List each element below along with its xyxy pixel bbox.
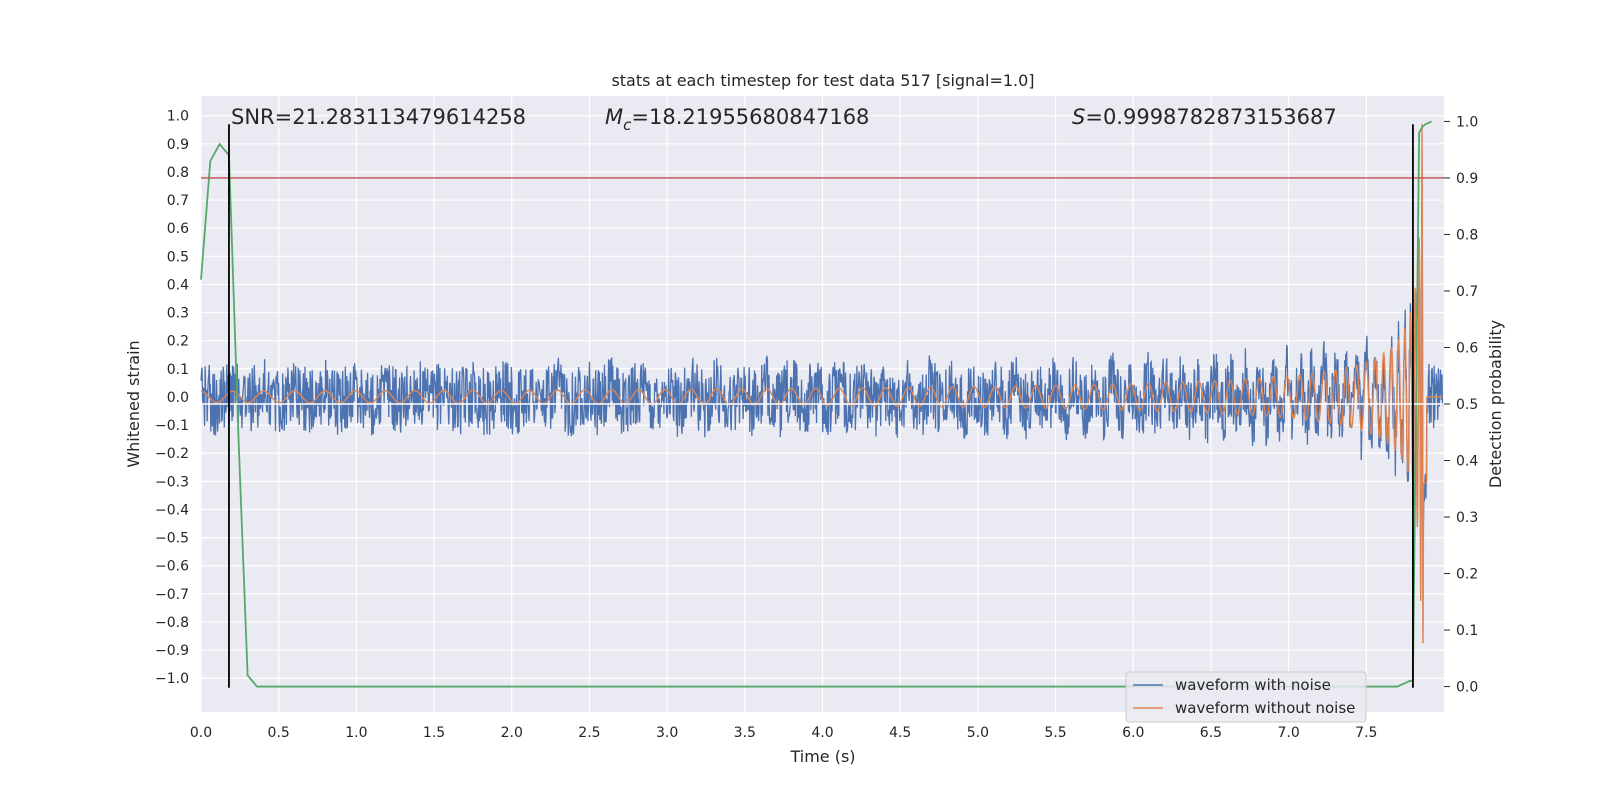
chirp-mass-subscript: c <box>623 116 632 134</box>
series-layer <box>200 120 1444 688</box>
chirp-mass-symbol: M <box>605 105 623 129</box>
y-tick-label: 0.9 <box>167 137 189 153</box>
y2-tick-label: 0.8 <box>1456 227 1478 243</box>
y-tick-label: −0.9 <box>155 643 189 659</box>
x-tick-label: 0.5 <box>268 725 290 741</box>
y-tick-label: −0.8 <box>155 615 189 631</box>
y-tick-label: −0.4 <box>155 502 189 518</box>
y2-tick-labels: 1.0 0.9 0.8 0.7 0.6 0.5 0.4 0.3 0.2 0.1 0.0 <box>1444 114 1478 696</box>
x-tick-label: 7.5 <box>1355 725 1377 741</box>
y2-axis-label: Detection probability <box>1486 320 1505 488</box>
x-tick-label: 2.5 <box>578 725 600 741</box>
y-tick-label: −0.6 <box>155 559 189 575</box>
y2-tick-label: 0.9 <box>1456 171 1478 187</box>
y-tick-label: 0.2 <box>167 334 189 350</box>
x-tick-label: 6.0 <box>1122 725 1144 741</box>
y-tick-label: 0.6 <box>167 221 189 237</box>
x-tick-label: 1.5 <box>423 725 445 741</box>
y-tick-label: 0.8 <box>167 165 189 181</box>
y2-tick-label: 0.0 <box>1456 680 1478 696</box>
y2-tick-label: 0.4 <box>1456 454 1478 470</box>
x-tick-label: 2.0 <box>501 725 523 741</box>
y-tick-label: −0.2 <box>155 446 189 462</box>
y-tick-labels: 1.0 0.9 0.8 0.7 0.6 0.5 0.4 0.3 0.2 0.1 0.0 −0.1 −0.… <box>155 109 189 688</box>
score-symbol: S <box>1072 105 1085 129</box>
y-tick-label: −0.1 <box>155 418 189 434</box>
chirp-mass-value: =18.21955680847168 <box>631 105 869 129</box>
x-tick-label: 5.0 <box>967 725 989 741</box>
x-tick-label: 4.5 <box>889 725 911 741</box>
x-tick-label: 7.0 <box>1277 725 1299 741</box>
y2-tick-label: 1.0 <box>1456 114 1478 130</box>
y2-tick-label: 0.1 <box>1456 623 1478 639</box>
y-tick-label: 0.1 <box>167 362 189 378</box>
y-tick-label: 0.0 <box>167 390 189 406</box>
x-axis-label: Time (s) <box>789 747 855 766</box>
x-tick-label: 4.0 <box>811 725 833 741</box>
y-tick-label: −0.5 <box>155 531 189 547</box>
y2-tick-label: 0.7 <box>1456 284 1478 300</box>
y-tick-label: 0.7 <box>167 193 189 209</box>
series-line-detection-probability <box>200 120 1432 688</box>
snr-annotation: SNR=21.283113479614258 <box>231 105 526 129</box>
score-annotation: S=0.9998782873153687 <box>1072 105 1337 129</box>
reference-lines <box>201 124 1444 688</box>
y-tick-label: −0.3 <box>155 474 189 490</box>
x-tick-labels: 0.0 0.5 1.0 1.5 2.0 2.5 3.0 3.5 4.0 4.5 5.0 5.5 6.0 6… <box>190 725 1378 741</box>
y-tick-label: 1.0 <box>167 109 189 125</box>
legend: waveform with noise waveform without noi… <box>1125 671 1367 723</box>
chart-title: stats at each timestep for test data 517… <box>611 71 1034 90</box>
y2-tick-label: 0.2 <box>1456 567 1478 583</box>
y-tick-label: 0.4 <box>167 277 189 293</box>
x-tick-label: 6.5 <box>1200 725 1222 741</box>
series-line-waveform-without-noise <box>200 123 1443 644</box>
y2-tick-label: 0.6 <box>1456 340 1478 356</box>
legend-label-clean: waveform without noise <box>1175 699 1355 717</box>
legend-label-noise: waveform with noise <box>1175 676 1331 694</box>
y-tick-label: −1.0 <box>155 671 189 687</box>
y-tick-label: 0.5 <box>167 249 189 265</box>
x-tick-label: 3.0 <box>656 725 678 741</box>
y-tick-label: −0.7 <box>155 587 189 603</box>
y-tick-label: 0.3 <box>167 306 189 322</box>
legend-box <box>1125 671 1367 723</box>
x-tick-label: 1.0 <box>345 725 367 741</box>
x-tick-label: 0.0 <box>190 725 212 741</box>
chirp-mass-annotation: Mc=18.21955680847168 <box>605 105 869 134</box>
x-tick-label: 3.5 <box>734 725 756 741</box>
y-axis-label: Whitened strain <box>124 340 143 467</box>
y2-tick-label: 0.5 <box>1456 397 1478 413</box>
x-tick-label: 5.5 <box>1044 725 1066 741</box>
y2-tick-label: 0.3 <box>1456 510 1478 526</box>
score-value: =0.9998782873153687 <box>1085 105 1336 129</box>
